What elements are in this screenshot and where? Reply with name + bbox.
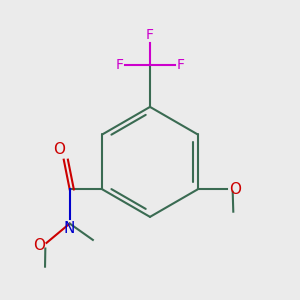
Text: O: O (53, 142, 65, 157)
Text: O: O (33, 238, 45, 253)
Text: N: N (64, 220, 75, 236)
Text: F: F (115, 58, 123, 72)
Text: F: F (177, 58, 185, 72)
Text: O: O (229, 182, 241, 197)
Text: F: F (146, 28, 154, 41)
